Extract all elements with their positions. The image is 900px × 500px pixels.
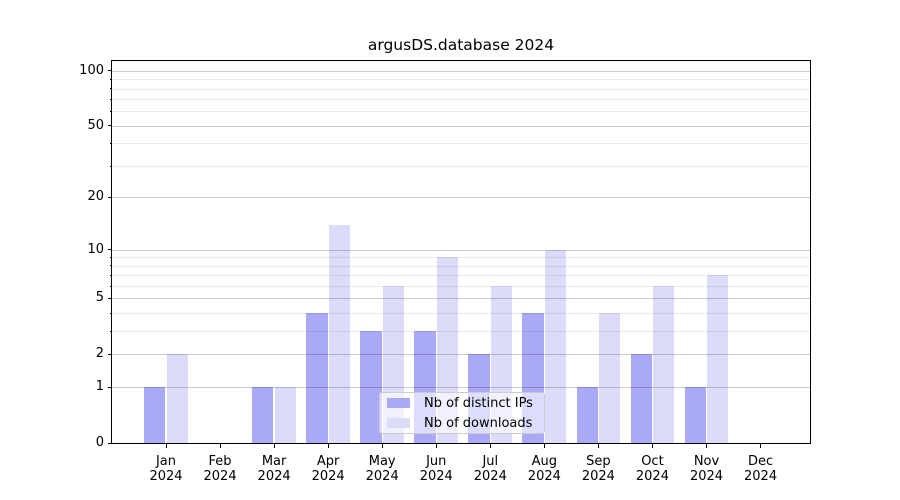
bar-ips-mar [252, 387, 274, 443]
bar-downloads-aug [544, 249, 567, 443]
y-tick-100 [107, 70, 112, 72]
y-tick-label-1: 1 [95, 379, 104, 395]
x-tick-label-dec: Dec 2024 [744, 454, 778, 484]
y-gridline-2 [112, 354, 810, 356]
legend-item: Nb of downloads [387, 413, 544, 433]
y-minor-tick-80 [109, 88, 112, 90]
x-tick-label-nov: Nov 2024 [689, 454, 724, 484]
y-minor-gridline-90 [112, 79, 810, 81]
y-tick-5 [107, 297, 112, 299]
y-minor-gridline-80 [112, 88, 810, 90]
y-tick-label-20: 20 [87, 189, 104, 205]
x-tick-label-feb: Feb 2024 [203, 454, 237, 484]
bar-ips-sep [576, 387, 598, 443]
y-minor-tick-7 [109, 274, 112, 276]
y-tick-0 [107, 442, 112, 444]
y-minor-gridline-6 [112, 286, 810, 288]
bar-ips-apr [306, 313, 328, 443]
x-tick-feb [219, 443, 221, 448]
x-tick-label-mar: Mar 2024 [257, 454, 291, 484]
y-minor-gridline-9 [112, 257, 810, 259]
bar-ips-may [360, 331, 382, 443]
y-minor-tick-30 [109, 165, 112, 167]
x-tick-apr [327, 443, 329, 448]
legend-label: Nb of distinct IPs [424, 395, 533, 411]
bar-downloads-jan [166, 354, 188, 443]
x-tick-label-apr: Apr 2024 [311, 454, 345, 484]
y-minor-tick-70 [109, 98, 112, 100]
y-minor-gridline-3 [112, 331, 810, 333]
x-tick-jun [435, 443, 437, 448]
bar-downloads-sep [599, 313, 621, 443]
plot-area: Nb of distinct IPs Nb of downloads 0 1 2 5 10… [79, 60, 811, 484]
y-tick-label-10: 10 [87, 241, 104, 257]
y-tick-label-0: 0 [95, 435, 104, 450]
x-tick-jan [165, 443, 167, 448]
x-tick-label-jul: Jul 2024 [473, 454, 507, 484]
y-tick-label-2: 2 [95, 346, 104, 362]
y-gridline-5 [112, 298, 810, 300]
y-minor-tick-3 [109, 330, 112, 332]
x-tick-jul [489, 443, 491, 448]
y-minor-tick-6 [109, 285, 112, 287]
chart-title: argusDS.database 2024 [367, 36, 555, 54]
x-tick-sep [597, 443, 599, 448]
bar-downloads-nov [707, 275, 729, 443]
y-gridline-100 [112, 70, 810, 72]
y-minor-tick-9 [109, 256, 112, 258]
y-tick-label-5: 5 [95, 290, 104, 306]
bar-downloads-oct [653, 286, 675, 443]
y-tick-label-50: 50 [87, 117, 104, 133]
y-tick-50 [107, 125, 112, 127]
bar-ips-oct [630, 354, 652, 443]
legend: Nb of distinct IPs Nb of downloads [379, 392, 545, 434]
x-tick-aug [543, 443, 545, 448]
bar-downloads-mar [274, 387, 296, 443]
bar-ips-jan [144, 387, 166, 443]
y-minor-tick-8 [109, 265, 112, 267]
x-tick-label-oct: Oct 2024 [635, 454, 669, 484]
x-tick-may [381, 443, 383, 448]
bar-ips-nov [684, 387, 706, 443]
y-minor-tick-60 [109, 110, 112, 112]
y-minor-gridline-60 [112, 111, 810, 113]
y-minor-tick-90 [109, 78, 112, 80]
y-minor-gridline-7 [112, 275, 810, 277]
legend-label: Nb of downloads [424, 415, 533, 431]
y-minor-gridline-70 [112, 99, 810, 101]
legend-swatch-downloads [387, 418, 410, 428]
x-tick-mar [273, 443, 275, 448]
x-tick-label-aug: Aug 2024 [527, 454, 561, 484]
y-gridline-1 [112, 387, 810, 389]
x-tick-oct [651, 443, 653, 448]
x-tick-dec [760, 443, 762, 448]
legend-swatch-ips [387, 398, 410, 408]
x-tick-label-jun: Jun 2024 [419, 454, 453, 484]
y-tick-2 [107, 353, 112, 355]
y-gridline-10 [112, 249, 810, 251]
y-tick-20 [107, 196, 112, 198]
y-minor-gridline-4 [112, 313, 810, 315]
y-tick-label-100: 100 [79, 62, 104, 78]
legend-item: Nb of distinct IPs [387, 393, 544, 413]
y-tick-10 [107, 249, 112, 251]
x-tick-label-jan: Jan 2024 [149, 454, 183, 484]
x-tick-label-may: May 2024 [365, 454, 399, 484]
y-minor-gridline-8 [112, 265, 810, 267]
y-tick-1 [107, 386, 112, 388]
x-tick-nov [706, 443, 707, 448]
y-gridline-20 [112, 197, 810, 199]
y-minor-tick-4 [109, 312, 112, 314]
x-tick-label-sep: Sep 2024 [581, 454, 615, 484]
bar-downloads-apr [328, 224, 351, 443]
y-minor-tick-40 [109, 142, 112, 144]
y-gridline-50 [112, 125, 810, 127]
y-minor-gridline-40 [112, 143, 810, 145]
y-minor-gridline-30 [112, 166, 810, 168]
